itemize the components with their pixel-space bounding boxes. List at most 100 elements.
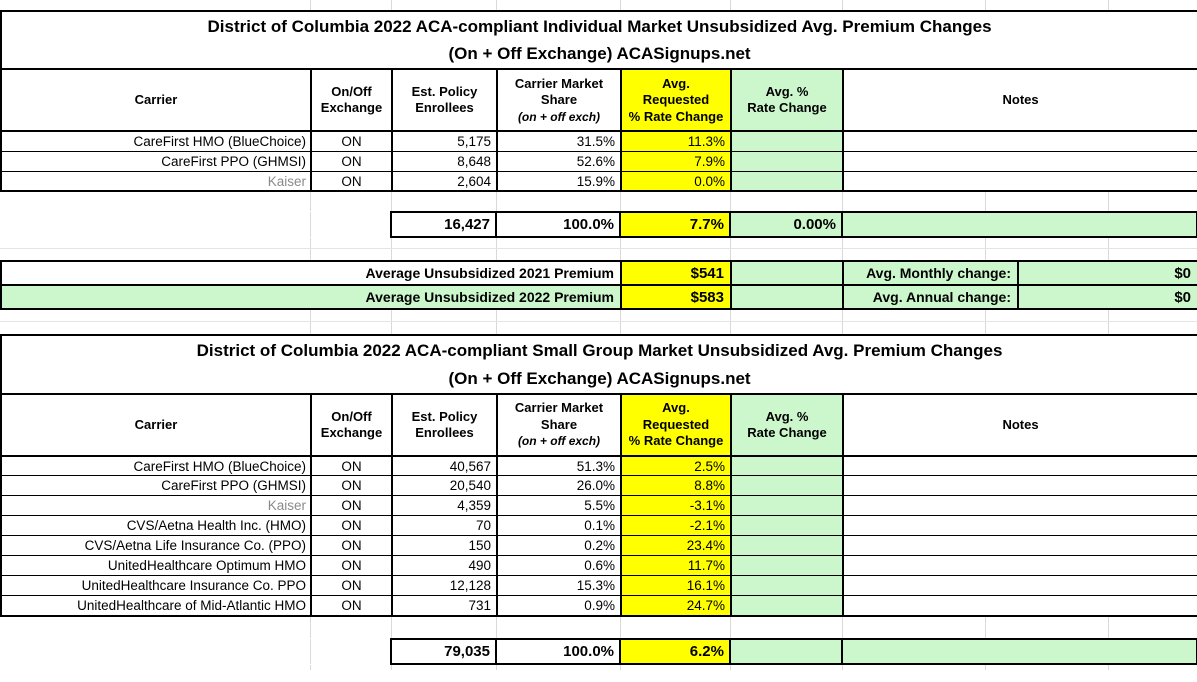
cell-requested-rate-change[interactable]: 16.1% — [620, 575, 732, 597]
cell-avg-rate-change[interactable] — [730, 455, 844, 477]
premium-2021-label[interactable]: Average Unsubsidized 2021 Premium — [0, 260, 622, 287]
cell-carrier[interactable]: CareFirst HMO (BlueChoice) — [0, 455, 312, 477]
cell-notes[interactable] — [841, 455, 1197, 477]
cell-market-share[interactable]: 15.9% — [496, 170, 622, 192]
cell-carrier[interactable]: CVS/Aetna Health Inc. (HMO) — [0, 515, 312, 537]
cell-market-share[interactable]: 31.5% — [496, 130, 622, 152]
cell-market-share[interactable]: 15.3% — [496, 575, 622, 597]
cell-notes[interactable] — [841, 515, 1197, 537]
cell-notes[interactable] — [841, 475, 1197, 497]
total-requested-rate-change[interactable]: 6.2% — [619, 637, 731, 665]
cell-enrollees[interactable]: 8,648 — [391, 150, 498, 172]
total-notes[interactable] — [841, 211, 1197, 239]
total-requested-rate-change[interactable]: 7.7% — [619, 211, 731, 239]
cell-market-share[interactable]: 5.5% — [496, 495, 622, 517]
cell-exchange[interactable]: ON — [310, 455, 393, 477]
cell-notes[interactable] — [841, 150, 1197, 172]
cell-requested-rate-change[interactable]: 7.9% — [620, 150, 732, 172]
cell-enrollees[interactable]: 4,359 — [391, 495, 498, 517]
cell-market-share[interactable]: 0.6% — [496, 555, 622, 577]
empty-green-cell[interactable] — [730, 284, 844, 311]
monthly-change-value[interactable]: $0 — [1017, 260, 1197, 287]
cell-carrier[interactable]: UnitedHealthcare Insurance Co. PPO — [0, 575, 312, 597]
cell-avg-rate-change[interactable] — [730, 515, 844, 537]
cell-requested-rate-change[interactable]: 0.0% — [620, 170, 732, 192]
cell-requested-rate-change[interactable]: 11.7% — [620, 555, 732, 577]
cell-avg-rate-change[interactable] — [730, 130, 844, 152]
cell-notes[interactable] — [841, 535, 1197, 557]
cell-requested-rate-change[interactable]: 2.5% — [620, 455, 732, 477]
cell-requested-rate-change[interactable]: 24.7% — [620, 595, 732, 617]
annual-change-value[interactable]: $0 — [1017, 284, 1197, 311]
total-market-share[interactable]: 100.0% — [495, 637, 621, 665]
annual-change-label[interactable]: Avg. Annual change: — [842, 284, 1019, 311]
cell-enrollees[interactable]: 731 — [391, 595, 498, 617]
cell-enrollees[interactable]: 150 — [391, 535, 498, 557]
cell-requested-rate-change[interactable]: -2.1% — [620, 515, 732, 537]
cell-avg-rate-change[interactable] — [730, 170, 844, 192]
cell-carrier[interactable]: CareFirst HMO (BlueChoice) — [0, 130, 312, 152]
empty-cell — [0, 212, 311, 238]
cell-enrollees[interactable]: 70 — [391, 515, 498, 537]
cell-avg-rate-change[interactable] — [730, 150, 844, 172]
total-avg-rate-change[interactable]: 0.00% — [729, 211, 843, 239]
total-enrollees[interactable]: 16,427 — [390, 211, 497, 239]
cell-notes[interactable] — [841, 495, 1197, 517]
cell-avg-rate-change[interactable] — [730, 495, 844, 517]
cell-notes[interactable] — [841, 595, 1197, 617]
cell-exchange[interactable]: ON — [310, 515, 393, 537]
cell-carrier[interactable]: UnitedHealthcare of Mid-Atlantic HMO — [0, 595, 312, 617]
cell-avg-rate-change[interactable] — [730, 595, 844, 617]
premium-2022-label[interactable]: Average Unsubsidized 2022 Premium — [0, 284, 622, 311]
cell-avg-rate-change[interactable] — [730, 475, 844, 497]
cell-avg-rate-change[interactable] — [730, 535, 844, 557]
cell-avg-rate-change[interactable] — [730, 575, 844, 597]
cell-exchange[interactable]: ON — [310, 495, 393, 517]
cell-carrier[interactable]: Kaiser — [0, 495, 312, 517]
premium-2022-value[interactable]: $583 — [620, 284, 732, 311]
cell-market-share[interactable]: 0.1% — [496, 515, 622, 537]
cell-enrollees[interactable]: 2,604 — [391, 170, 498, 192]
cell-exchange[interactable]: ON — [310, 150, 393, 172]
cell-market-share[interactable]: 26.0% — [496, 475, 622, 497]
cell-market-share[interactable]: 0.9% — [496, 595, 622, 617]
cell-exchange[interactable]: ON — [310, 555, 393, 577]
cell-notes[interactable] — [841, 555, 1197, 577]
cell-notes[interactable] — [841, 170, 1197, 192]
cell-exchange[interactable]: ON — [310, 535, 393, 557]
cell-market-share[interactable]: 51.3% — [496, 455, 622, 477]
cell-carrier[interactable]: CVS/Aetna Life Insurance Co. (PPO) — [0, 535, 312, 557]
cell-enrollees[interactable]: 12,128 — [391, 575, 498, 597]
title-line1: District of Columbia 2022 ACA-compliant … — [207, 17, 992, 36]
total-avg-rate-change[interactable] — [729, 637, 843, 665]
cell-exchange[interactable]: ON — [310, 475, 393, 497]
cell-market-share[interactable]: 52.6% — [496, 150, 622, 172]
cell-enrollees[interactable]: 20,540 — [391, 475, 498, 497]
premium-2021-value[interactable]: $541 — [620, 260, 732, 287]
cell-enrollees[interactable]: 40,567 — [391, 455, 498, 477]
cell-exchange[interactable]: ON — [310, 575, 393, 597]
cell-enrollees[interactable]: 5,175 — [391, 130, 498, 152]
total-enrollees[interactable]: 79,035 — [390, 637, 497, 665]
cell-avg-rate-change[interactable] — [730, 555, 844, 577]
cell-requested-rate-change[interactable]: -3.1% — [620, 495, 732, 517]
cell-carrier[interactable]: Kaiser — [0, 170, 312, 192]
small-group-market-table: District of Columbia 2022 ACA-compliant … — [0, 334, 1197, 617]
cell-carrier[interactable]: CareFirst PPO (GHMSI) — [0, 475, 312, 497]
cell-notes[interactable] — [841, 575, 1197, 597]
cell-requested-rate-change[interactable]: 23.4% — [620, 535, 732, 557]
total-notes[interactable] — [841, 637, 1197, 665]
cell-exchange[interactable]: ON — [310, 170, 393, 192]
total-market-share[interactable]: 100.0% — [495, 211, 621, 239]
cell-carrier[interactable]: CareFirst PPO (GHMSI) — [0, 150, 312, 172]
cell-requested-rate-change[interactable]: 8.8% — [620, 475, 732, 497]
cell-exchange[interactable]: ON — [310, 130, 393, 152]
cell-requested-rate-change[interactable]: 11.3% — [620, 130, 732, 152]
cell-exchange[interactable]: ON — [310, 595, 393, 617]
cell-notes[interactable] — [841, 130, 1197, 152]
empty-green-cell[interactable] — [730, 260, 844, 287]
cell-carrier[interactable]: UnitedHealthcare Optimum HMO — [0, 555, 312, 577]
cell-enrollees[interactable]: 490 — [391, 555, 498, 577]
monthly-change-label[interactable]: Avg. Monthly change: — [842, 260, 1019, 287]
cell-market-share[interactable]: 0.2% — [496, 535, 622, 557]
